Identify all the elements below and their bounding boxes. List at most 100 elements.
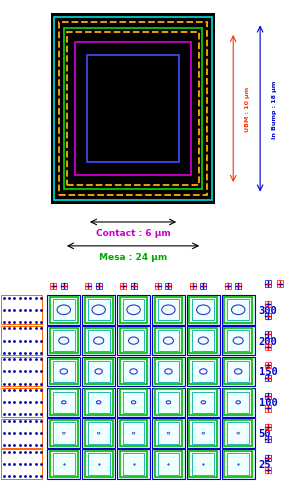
- Bar: [190, 451, 217, 477]
- Bar: [265, 363, 271, 368]
- Bar: [47, 357, 80, 386]
- Bar: [85, 359, 112, 385]
- Text: UBM : 10 μm: UBM : 10 μm: [245, 87, 250, 132]
- Bar: [193, 300, 214, 321]
- Bar: [50, 359, 78, 385]
- Bar: [193, 392, 214, 413]
- Bar: [277, 281, 283, 287]
- Bar: [265, 301, 271, 307]
- Bar: [67, 33, 199, 185]
- Bar: [53, 300, 75, 321]
- Bar: [1, 388, 42, 417]
- Bar: [235, 283, 241, 289]
- Bar: [50, 328, 78, 354]
- Bar: [85, 389, 112, 415]
- Bar: [224, 359, 252, 385]
- Bar: [123, 300, 144, 321]
- Bar: [117, 357, 150, 386]
- Bar: [224, 297, 252, 323]
- Bar: [155, 359, 182, 385]
- Bar: [222, 326, 255, 356]
- Bar: [158, 330, 179, 351]
- Bar: [265, 281, 271, 287]
- Bar: [152, 295, 185, 325]
- Bar: [50, 421, 78, 446]
- Bar: [120, 283, 126, 289]
- Bar: [193, 361, 214, 383]
- Bar: [1, 419, 42, 448]
- Bar: [193, 330, 214, 351]
- Bar: [190, 297, 217, 323]
- Bar: [265, 436, 271, 443]
- Bar: [155, 389, 182, 415]
- Bar: [158, 392, 179, 413]
- Bar: [117, 295, 150, 325]
- Bar: [64, 29, 202, 189]
- Bar: [123, 361, 144, 383]
- Bar: [53, 361, 75, 383]
- Bar: [75, 42, 191, 176]
- Bar: [123, 453, 144, 475]
- Bar: [1, 449, 42, 479]
- Text: 300: 300: [259, 305, 277, 315]
- Bar: [53, 330, 75, 351]
- Bar: [224, 389, 252, 415]
- Bar: [227, 300, 249, 321]
- Bar: [155, 328, 182, 354]
- Bar: [152, 326, 185, 356]
- Bar: [120, 421, 147, 446]
- Bar: [50, 297, 78, 323]
- Text: 100: 100: [259, 398, 277, 407]
- Bar: [222, 357, 255, 386]
- Bar: [155, 297, 182, 323]
- Bar: [152, 357, 185, 386]
- Bar: [87, 56, 179, 163]
- Bar: [158, 423, 179, 444]
- Bar: [85, 297, 112, 323]
- Bar: [123, 330, 144, 351]
- Bar: [82, 295, 115, 325]
- Bar: [47, 388, 80, 417]
- Bar: [1, 326, 42, 355]
- Bar: [123, 392, 144, 413]
- Bar: [165, 283, 171, 289]
- Bar: [61, 283, 67, 289]
- Bar: [85, 451, 112, 477]
- Bar: [96, 283, 102, 289]
- Bar: [53, 453, 75, 475]
- Bar: [117, 419, 150, 448]
- Bar: [190, 328, 217, 354]
- Bar: [265, 344, 271, 350]
- Bar: [88, 392, 109, 413]
- Text: Pixel Pitch : 30 μm: Pixel Pitch : 30 μm: [9, 72, 15, 146]
- Bar: [265, 393, 271, 399]
- Bar: [265, 332, 271, 338]
- Bar: [47, 295, 80, 325]
- Bar: [88, 300, 109, 321]
- Bar: [152, 419, 185, 448]
- Bar: [190, 421, 217, 446]
- Bar: [117, 326, 150, 356]
- Bar: [123, 423, 144, 444]
- Bar: [190, 389, 217, 415]
- Bar: [120, 359, 147, 385]
- Bar: [155, 283, 161, 289]
- Bar: [222, 419, 255, 448]
- Bar: [187, 295, 220, 325]
- Bar: [265, 375, 271, 381]
- Bar: [193, 453, 214, 475]
- Bar: [82, 326, 115, 356]
- Bar: [265, 455, 271, 461]
- Bar: [265, 313, 271, 319]
- Bar: [120, 451, 147, 477]
- Bar: [265, 424, 271, 430]
- Bar: [51, 14, 215, 204]
- Bar: [1, 357, 42, 386]
- Bar: [187, 388, 220, 417]
- Bar: [222, 449, 255, 479]
- Text: 200: 200: [259, 336, 277, 346]
- Bar: [222, 388, 255, 417]
- Bar: [227, 453, 249, 475]
- Bar: [265, 406, 271, 412]
- Bar: [155, 421, 182, 446]
